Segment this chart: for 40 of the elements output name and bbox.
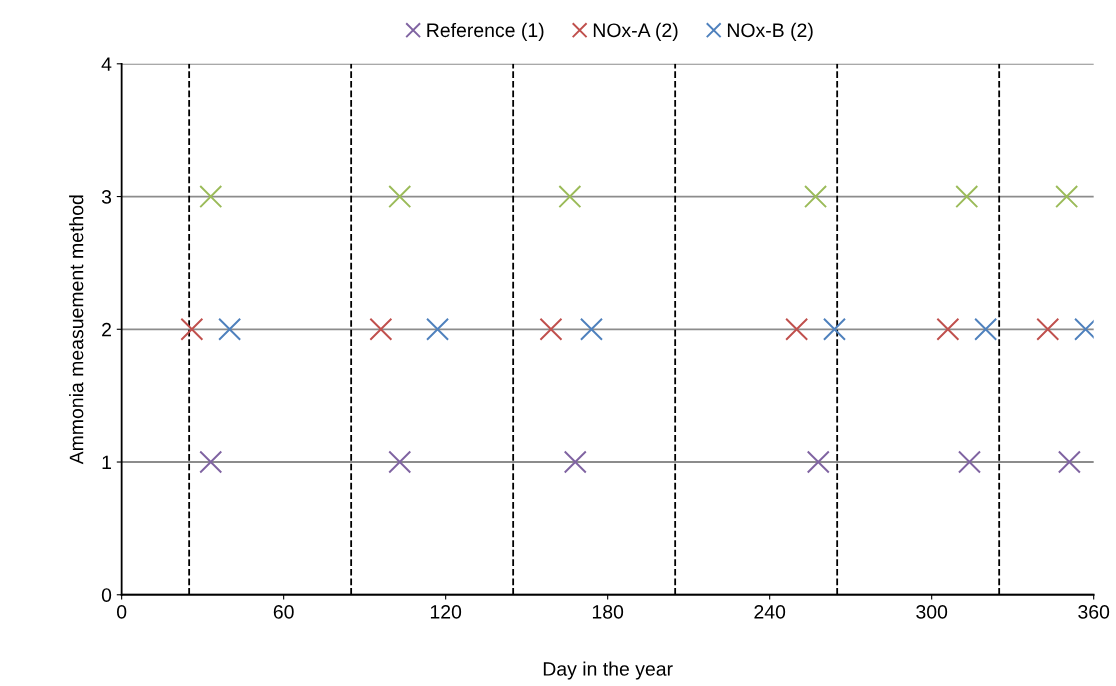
y-tick-label: 0	[101, 588, 112, 602]
point	[199, 450, 223, 474]
point	[957, 450, 981, 474]
y-tick-label: 3	[101, 190, 112, 204]
point	[955, 185, 979, 209]
y-tick-label: 4	[101, 57, 112, 71]
point	[804, 185, 828, 209]
x-tick-label: 0	[117, 605, 127, 619]
point	[199, 185, 223, 209]
point	[180, 317, 204, 341]
point	[388, 185, 412, 209]
point	[563, 450, 587, 474]
point	[1055, 185, 1079, 209]
point	[579, 317, 603, 341]
x-tick-label: 120	[430, 605, 462, 619]
point	[974, 317, 998, 341]
y-axis-title: Ammonia measuement method	[69, 195, 84, 465]
legend-label: Reference (1)	[427, 22, 544, 41]
point	[806, 450, 830, 474]
point	[822, 317, 846, 341]
x-tick-label: 240	[754, 605, 786, 619]
x-tick-label: 360	[1078, 605, 1110, 619]
x-tick-label: 300	[916, 605, 948, 619]
legend-label: NOx-B (2)	[727, 22, 813, 41]
legend-label: NOx-A (2)	[593, 22, 678, 41]
point	[426, 317, 450, 341]
point	[369, 317, 393, 341]
point	[539, 317, 563, 341]
x-tick-label: 60	[273, 605, 294, 619]
point	[388, 450, 412, 474]
point	[936, 317, 960, 341]
y-tick-label: 2	[102, 322, 111, 337]
x-axis-title: Day in the year	[543, 661, 673, 680]
point	[785, 317, 809, 341]
point	[1057, 450, 1081, 474]
point	[218, 317, 242, 341]
y-tick-label: 1	[102, 455, 111, 470]
point	[1036, 317, 1060, 341]
x-tick-label: 180	[592, 605, 624, 619]
point	[558, 185, 582, 209]
